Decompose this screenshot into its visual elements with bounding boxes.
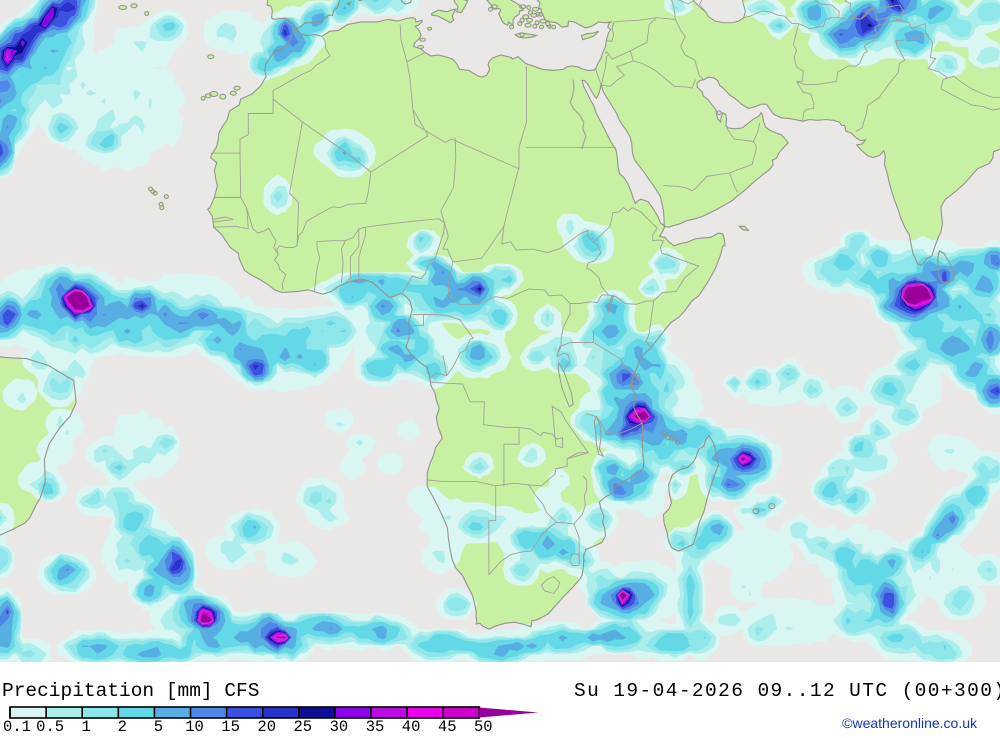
svg-text:0.5: 0.5 [36, 718, 64, 733]
svg-text:20: 20 [257, 718, 276, 733]
svg-text:1: 1 [82, 718, 91, 733]
svg-text:Su 19-04-2026 09..12 UTC (00+3: Su 19-04-2026 09..12 UTC (00+300) [574, 680, 1000, 702]
svg-text:10: 10 [185, 718, 204, 733]
svg-text:25: 25 [293, 718, 312, 733]
svg-text:40: 40 [402, 718, 421, 733]
svg-text:30: 30 [330, 718, 349, 733]
svg-text:45: 45 [438, 718, 457, 733]
svg-text:5: 5 [154, 718, 163, 733]
svg-text:Precipitation [mm] CFS: Precipitation [mm] CFS [2, 680, 259, 702]
svg-text:0.1: 0.1 [3, 718, 31, 733]
svg-text:35: 35 [366, 718, 385, 733]
svg-text:15: 15 [221, 718, 240, 733]
svg-text:©weatheronline.co.uk: ©weatheronline.co.uk [842, 715, 978, 731]
svg-text:2: 2 [118, 718, 127, 733]
svg-text:50: 50 [474, 718, 493, 733]
